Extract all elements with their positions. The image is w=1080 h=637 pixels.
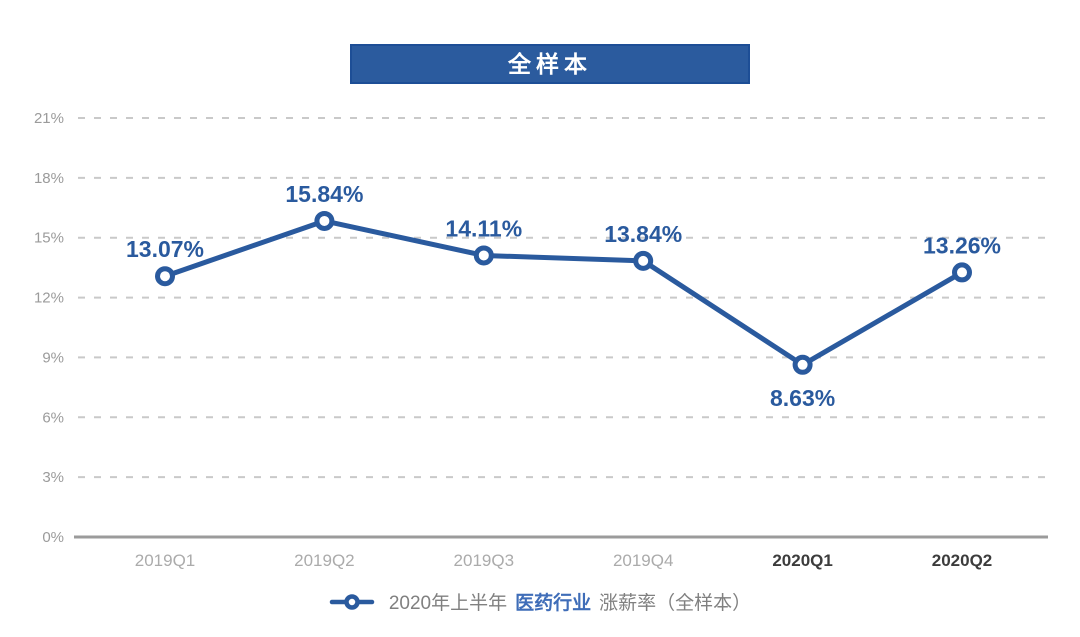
data-point-marker-2020Q2[interactable] xyxy=(952,262,972,283)
y-tick-label: 3% xyxy=(42,469,64,486)
legend-text-suffix: 涨薪率（全样本） xyxy=(599,593,752,614)
series-line xyxy=(162,218,965,368)
data-point-marker-2019Q3[interactable] xyxy=(473,245,494,266)
x-tick-label: 2019Q3 xyxy=(454,551,515,570)
data-label: 13.07% xyxy=(126,236,204,262)
data-point-marker-2019Q1[interactable] xyxy=(155,266,175,287)
chart-title: 全样本 xyxy=(350,44,750,84)
data-point-marker-2019Q4[interactable] xyxy=(633,250,654,271)
y-tick-label: 6% xyxy=(42,409,64,426)
data-point-marker-2020Q1[interactable] xyxy=(792,354,813,375)
x-tick-label: 2020Q2 xyxy=(932,551,993,570)
data-label: 13.26% xyxy=(923,232,1001,258)
data-label: 13.84% xyxy=(604,221,682,247)
y-tick-label: 0% xyxy=(42,529,64,546)
x-tick-label: 2019Q1 xyxy=(135,551,196,570)
y-tick-label: 18% xyxy=(34,170,64,187)
y-tick-label: 15% xyxy=(34,230,64,247)
legend-text-highlight: 医药行业 xyxy=(515,593,592,614)
data-point-marker-2019Q2[interactable] xyxy=(314,210,335,231)
y-tick-label: 21% xyxy=(34,110,64,127)
x-tick-label: 2019Q4 xyxy=(613,551,674,570)
x-tick-label: 2019Q2 xyxy=(294,551,355,570)
data-label: 8.63% xyxy=(770,385,835,411)
data-label: 15.84% xyxy=(285,181,363,207)
x-tick-label: 2020Q1 xyxy=(772,551,833,570)
data-label: 14.11% xyxy=(445,215,522,241)
y-tick-label: 9% xyxy=(42,349,64,366)
legend-line-marker-icon xyxy=(329,593,375,610)
chart-legend: 2020年上半年 医药行业 涨薪率（全样本） xyxy=(0,588,1080,615)
legend-text-prefix: 2020年上半年 xyxy=(388,593,508,614)
y-tick-label: 12% xyxy=(34,290,64,307)
